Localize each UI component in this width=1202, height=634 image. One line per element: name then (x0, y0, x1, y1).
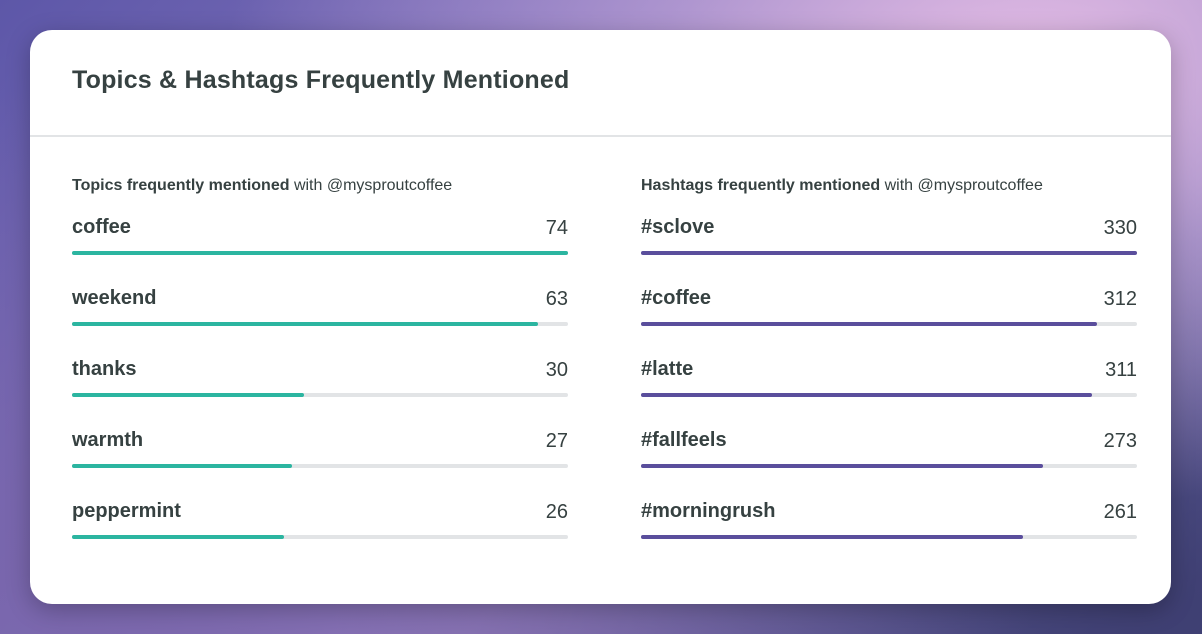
hashtags-heading-strong: Hashtags frequently mentioned (641, 177, 881, 194)
hashtag-bar-fill (641, 322, 1098, 326)
hashtag-label: #latte (641, 358, 694, 380)
hashtag-label: #coffee (641, 287, 712, 309)
topic-row: coffee 74 (72, 216, 568, 287)
topic-count: 63 (545, 288, 568, 310)
hashtag-bar-fill (641, 393, 1093, 397)
hashtag-row: #morningrush 261 (641, 500, 1137, 571)
hashtag-label: #fallfeels (641, 429, 727, 451)
topic-count: 27 (545, 430, 568, 452)
topic-bar-track (72, 464, 568, 468)
hashtag-bar-track (641, 322, 1137, 326)
topic-bar-track (72, 322, 568, 326)
hashtag-bar-fill (641, 535, 1023, 539)
hashtag-count: 312 (1103, 288, 1137, 310)
hashtags-column: Hashtags frequently mentioned with @mysp… (641, 177, 1137, 571)
topic-row: weekend 63 (72, 287, 568, 358)
topic-label: weekend (72, 287, 157, 309)
hashtag-bar-track (641, 535, 1137, 539)
hashtag-count: 311 (1105, 359, 1137, 381)
topic-bar-fill (72, 464, 293, 468)
topic-bar-track (72, 393, 568, 397)
topic-bar-track (72, 251, 568, 255)
hashtag-count: 330 (1103, 217, 1137, 239)
topic-label: coffee (72, 216, 131, 238)
hashtag-row: #sclove 330 (641, 216, 1137, 287)
topics-heading: Topics frequently mentioned with @myspro… (72, 177, 568, 197)
hashtag-row: #fallfeels 273 (641, 429, 1137, 500)
hashtag-bar-track (641, 464, 1137, 468)
hashtag-row: #coffee 312 (641, 287, 1137, 358)
hashtag-count: 261 (1103, 501, 1137, 523)
hashtags-heading-rest: with @mysproutcoffee (880, 177, 1043, 194)
topics-heading-strong: Topics frequently mentioned (72, 177, 290, 194)
topic-count: 30 (545, 359, 568, 381)
hashtag-count: 273 (1103, 430, 1137, 452)
topic-count: 74 (545, 217, 568, 239)
topic-bar-fill (72, 393, 305, 397)
topics-column: Topics frequently mentioned with @myspro… (72, 177, 568, 571)
hashtag-bar-track (641, 251, 1137, 255)
topic-count: 26 (545, 501, 568, 523)
topic-label: thanks (72, 358, 137, 380)
hashtag-bar-track (641, 393, 1137, 397)
hashtag-bar-fill (641, 251, 1137, 255)
topic-row: thanks 30 (72, 358, 568, 429)
hashtags-heading: Hashtags frequently mentioned with @mysp… (641, 177, 1137, 197)
topic-label: warmth (72, 429, 144, 451)
topic-row: warmth 27 (72, 429, 568, 500)
hashtag-label: #sclove (641, 216, 715, 238)
topic-label: peppermint (72, 500, 181, 522)
topic-bar-fill (72, 535, 284, 539)
topic-bar-fill (72, 251, 568, 255)
card-title: Topics & Hashtags Frequently Mentioned (72, 66, 570, 94)
topic-row: peppermint 26 (72, 500, 568, 571)
hashtag-bar-fill (641, 464, 1043, 468)
hashtag-label: #morningrush (641, 500, 776, 522)
topic-bar-track (72, 535, 568, 539)
topics-heading-rest: with @mysproutcoffee (289, 177, 453, 194)
hashtag-row: #latte 311 (641, 358, 1137, 429)
topics-hashtags-card: Topics & Hashtags Frequently Mentioned T… (30, 30, 1171, 604)
topic-bar-fill (72, 322, 539, 326)
card-header: Topics & Hashtags Frequently Mentioned (30, 30, 1171, 137)
